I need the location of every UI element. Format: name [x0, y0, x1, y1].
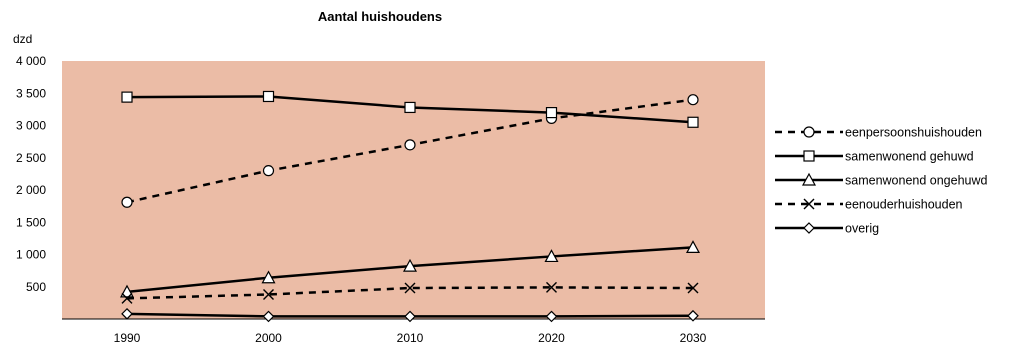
x-tick-label: 2010	[397, 331, 424, 345]
y-tick-label: 4 000	[16, 54, 46, 68]
legend: eenpersoonshuishouden samenwonend gehuwd s…	[775, 126, 988, 236]
data-point	[687, 94, 699, 106]
legend-label: eenpersoonshuishouden	[845, 126, 982, 140]
series-eenouderhuishouden	[121, 281, 699, 304]
legend-marker	[803, 222, 815, 234]
data-point	[119, 284, 135, 298]
series-line	[126, 286, 694, 300]
data-point	[687, 116, 699, 128]
legend-label: eenouderhuishouden	[845, 198, 963, 212]
y-tick-label: 3 000	[16, 119, 46, 133]
data-point	[404, 310, 416, 323]
data-point	[121, 196, 133, 208]
data-point	[545, 106, 558, 119]
legend-label: samenwonend ongehuwd	[845, 174, 988, 188]
y-axis: 500 1 000 1 500 2 000 2 500 3 000 3 500 4 000	[16, 54, 46, 294]
legend-entry: eenouderhuishouden	[775, 198, 963, 212]
y-tick-label: 3 500	[16, 86, 46, 100]
data-point	[121, 292, 133, 304]
data-point	[262, 90, 275, 103]
data-point	[544, 249, 559, 263]
data-point	[121, 91, 133, 103]
data-point	[261, 270, 276, 284]
legend-entry: overig	[775, 222, 879, 236]
data-point	[121, 307, 133, 320]
data-point	[262, 310, 275, 323]
series-layer	[119, 90, 701, 323]
data-point	[263, 288, 274, 300]
legend-entry: samenwonend gehuwd	[775, 150, 974, 164]
data-point	[687, 282, 699, 294]
y-tick-label: 2 500	[16, 151, 46, 165]
data-point	[404, 139, 416, 151]
legend-marker	[803, 150, 815, 162]
series-samenwonend gehuwd	[121, 90, 699, 128]
data-point	[685, 240, 701, 254]
data-point	[404, 282, 416, 294]
legend-entry: samenwonend ongehuwd	[775, 172, 988, 188]
legend-marker	[803, 198, 815, 210]
x-axis: 1990 2000 2010 2020 2030	[62, 318, 765, 345]
series-samenwonend ongehuwd	[119, 240, 701, 298]
x-tick-label: 2000	[255, 331, 282, 345]
y-tick-label: 500	[26, 280, 46, 294]
x-tick-label: 1990	[114, 331, 141, 345]
series-overig	[121, 307, 699, 323]
legend-marker	[803, 126, 815, 138]
legend-label: samenwonend gehuwd	[845, 150, 974, 164]
data-point	[404, 101, 416, 114]
y-tick-label: 1 000	[16, 248, 46, 262]
legend-label: overig	[845, 222, 879, 236]
plot-area	[62, 61, 765, 319]
y-tick-label: 1 500	[16, 215, 46, 229]
y-axis-unit-label: dzd	[13, 32, 32, 46]
legend-marker	[801, 172, 817, 186]
data-point	[687, 309, 699, 322]
chart-title: Aantal huishoudens	[318, 9, 442, 24]
data-point	[545, 310, 558, 323]
data-point	[546, 281, 557, 293]
x-tick-label: 2020	[538, 331, 565, 345]
legend-entry: eenpersoonshuishouden	[775, 126, 982, 140]
y-tick-label: 2 000	[16, 183, 46, 197]
data-point	[262, 165, 275, 177]
data-point	[402, 258, 418, 272]
x-tick-label: 2030	[680, 331, 707, 345]
